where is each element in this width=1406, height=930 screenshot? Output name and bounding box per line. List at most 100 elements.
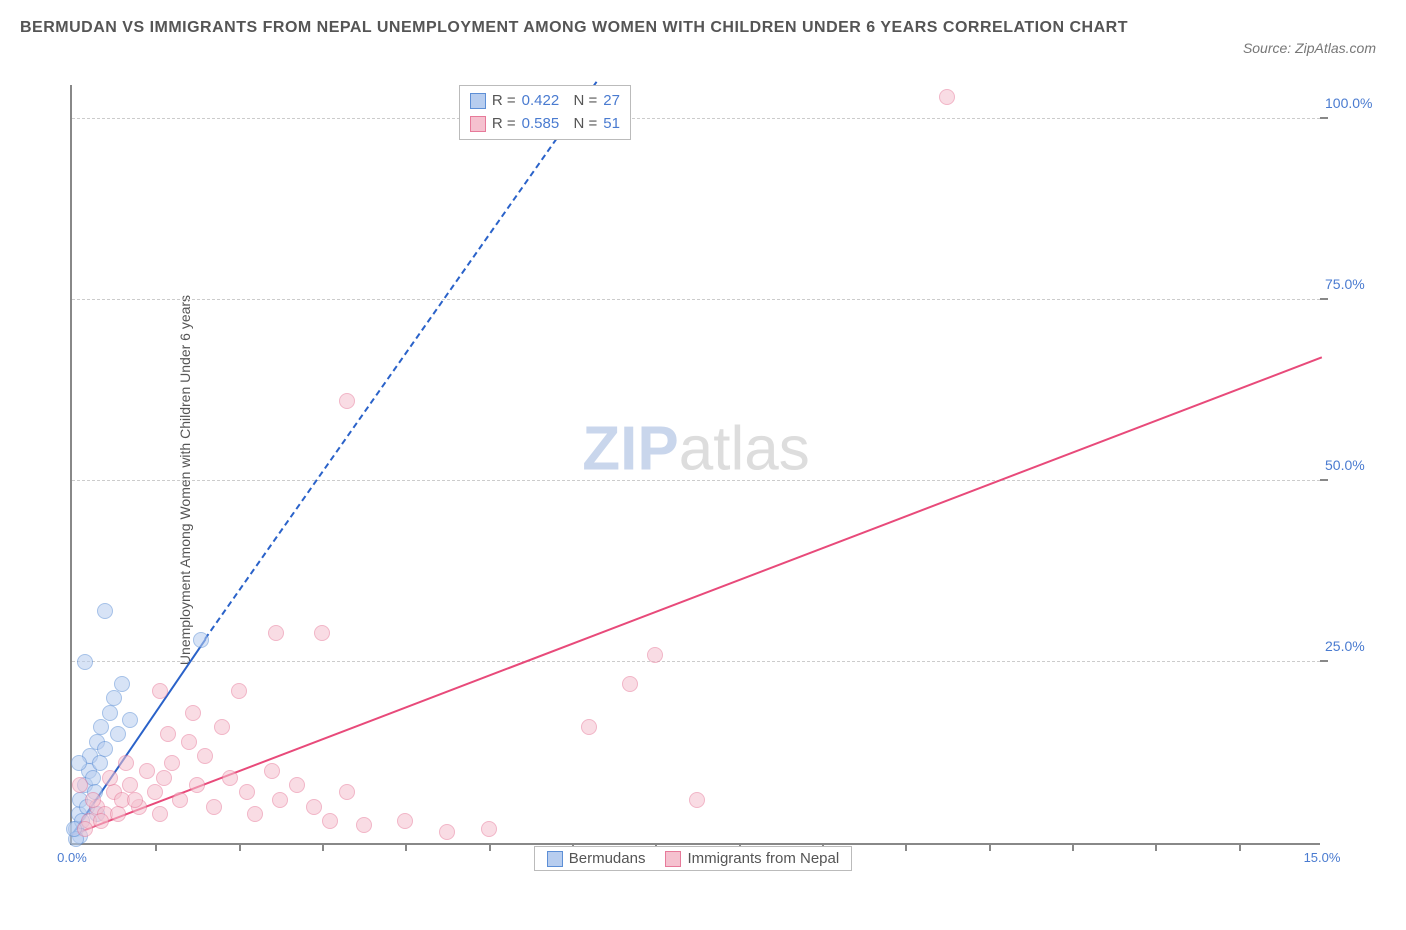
data-point xyxy=(239,784,255,800)
stat-n-value: 51 xyxy=(603,113,620,136)
data-point xyxy=(689,792,705,808)
data-point xyxy=(139,763,155,779)
data-point xyxy=(481,821,497,837)
data-point xyxy=(185,705,201,721)
data-point xyxy=(147,784,163,800)
data-point xyxy=(152,806,168,822)
y-tick-label: 100.0% xyxy=(1325,95,1380,111)
data-point xyxy=(214,719,230,735)
plot-area: ZIPatlas 25.0%50.0%75.0%100.0%0.0%15.0%R… xyxy=(70,85,1320,845)
series-legend: Bermudans Immigrants from Nepal xyxy=(534,846,852,871)
y-tick-label: 50.0% xyxy=(1325,457,1380,473)
data-point xyxy=(102,770,118,786)
stats-row: R = 0.422 N = 27 xyxy=(470,90,620,113)
data-point xyxy=(189,777,205,793)
gridline xyxy=(72,661,1320,662)
data-point xyxy=(647,647,663,663)
source-attribution: Source: ZipAtlas.com xyxy=(1243,40,1376,56)
data-point xyxy=(268,625,284,641)
data-point xyxy=(77,654,93,670)
legend-item: Bermudans xyxy=(547,850,646,867)
y-tick-label: 75.0% xyxy=(1325,276,1380,292)
x-tick-mark xyxy=(155,843,157,851)
series-swatch xyxy=(470,116,486,132)
y-tick-mark xyxy=(1320,479,1328,481)
data-point xyxy=(97,603,113,619)
x-tick-mark xyxy=(239,843,241,851)
stat-r-value: 0.422 xyxy=(522,90,560,113)
watermark: ZIPatlas xyxy=(582,413,809,484)
y-tick-mark xyxy=(1320,298,1328,300)
data-point xyxy=(72,777,88,793)
data-point xyxy=(222,770,238,786)
data-point xyxy=(622,676,638,692)
correlation-stats-box: R = 0.422 N = 27R = 0.585 N = 51 xyxy=(459,85,631,140)
data-point xyxy=(193,632,209,648)
stat-r-label: R = xyxy=(492,90,516,113)
data-point xyxy=(247,806,263,822)
legend-label: Bermudans xyxy=(569,850,646,867)
x-tick-mark xyxy=(1072,843,1074,851)
trend-line xyxy=(72,356,1323,836)
data-point xyxy=(127,792,143,808)
stat-n-value: 27 xyxy=(603,90,620,113)
stat-r-label: R = xyxy=(492,113,516,136)
legend-swatch xyxy=(665,851,681,867)
x-tick-mark xyxy=(489,843,491,851)
data-point xyxy=(939,89,955,105)
x-tick-label: 0.0% xyxy=(57,850,87,865)
trend-line-extrapolated xyxy=(205,81,598,639)
stat-n-label: N = xyxy=(565,90,597,113)
data-point xyxy=(289,777,305,793)
series-swatch xyxy=(470,93,486,109)
data-point xyxy=(93,719,109,735)
chart-title: BERMUDAN VS IMMIGRANTS FROM NEPAL UNEMPL… xyxy=(20,15,1140,41)
x-tick-mark xyxy=(405,843,407,851)
chart-container: Unemployment Among Women with Children U… xyxy=(20,75,1386,885)
data-point xyxy=(110,806,126,822)
data-point xyxy=(272,792,288,808)
x-tick-mark xyxy=(905,843,907,851)
legend-swatch xyxy=(547,851,563,867)
data-point xyxy=(106,690,122,706)
stats-row: R = 0.585 N = 51 xyxy=(470,113,620,136)
data-point xyxy=(114,676,130,692)
data-point xyxy=(206,799,222,815)
data-point xyxy=(231,683,247,699)
data-point xyxy=(581,719,597,735)
y-tick-mark xyxy=(1320,117,1328,119)
data-point xyxy=(181,734,197,750)
legend-label: Immigrants from Nepal xyxy=(687,850,839,867)
data-point xyxy=(264,763,280,779)
data-point xyxy=(156,770,172,786)
gridline xyxy=(72,299,1320,300)
data-point xyxy=(93,813,109,829)
x-tick-mark xyxy=(1239,843,1241,851)
data-point xyxy=(339,393,355,409)
x-tick-mark xyxy=(989,843,991,851)
data-point xyxy=(85,792,101,808)
data-point xyxy=(172,792,188,808)
legend-item: Immigrants from Nepal xyxy=(665,850,839,867)
data-point xyxy=(97,741,113,757)
data-point xyxy=(322,813,338,829)
data-point xyxy=(306,799,322,815)
y-tick-label: 25.0% xyxy=(1325,638,1380,654)
data-point xyxy=(122,777,138,793)
data-point xyxy=(118,755,134,771)
data-point xyxy=(197,748,213,764)
gridline xyxy=(72,118,1320,119)
data-point xyxy=(164,755,180,771)
x-tick-mark xyxy=(322,843,324,851)
data-point xyxy=(110,726,126,742)
data-point xyxy=(339,784,355,800)
data-point xyxy=(71,755,87,771)
data-point xyxy=(92,755,108,771)
x-tick-mark xyxy=(1155,843,1157,851)
data-point xyxy=(152,683,168,699)
stat-r-value: 0.585 xyxy=(522,113,560,136)
data-point xyxy=(102,705,118,721)
data-point xyxy=(77,821,93,837)
data-point xyxy=(122,712,138,728)
y-tick-mark xyxy=(1320,660,1328,662)
